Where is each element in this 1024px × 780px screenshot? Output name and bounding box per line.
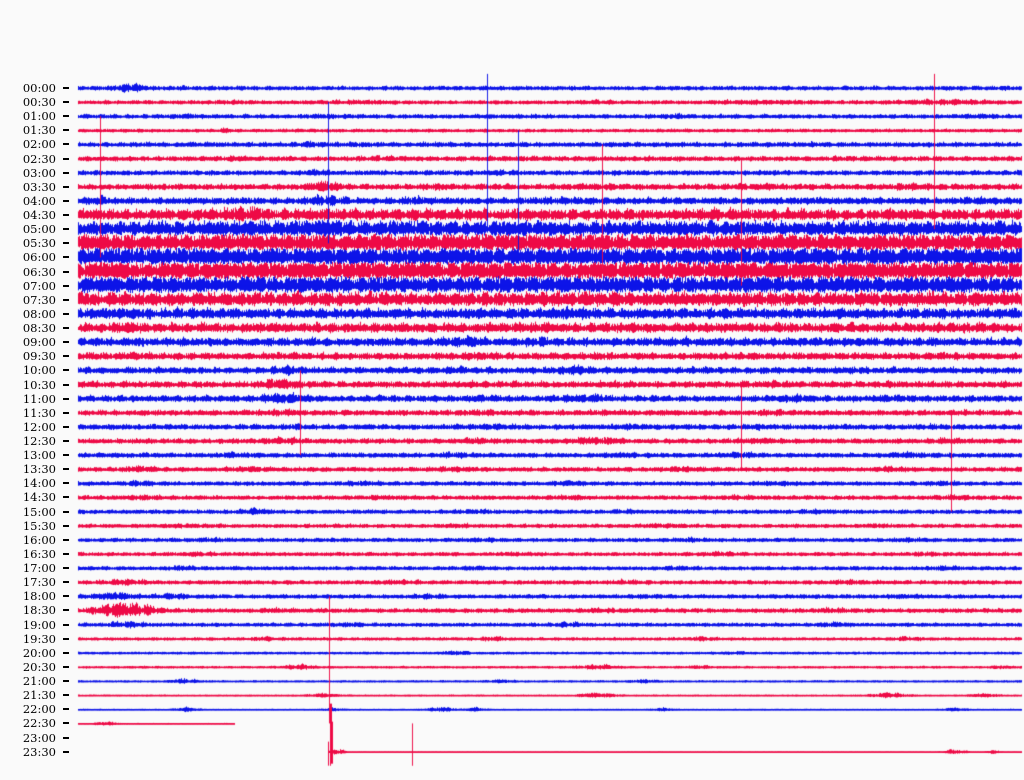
time-label-0330: 03:30 <box>22 179 56 194</box>
axis-tick <box>63 736 69 739</box>
axis-tick <box>63 454 69 457</box>
axis-tick <box>63 157 69 160</box>
time-label-0200: 02:00 <box>22 137 56 152</box>
axis-tick <box>63 242 69 245</box>
time-label-1930: 19:30 <box>22 631 56 646</box>
time-label-1000: 10:00 <box>22 363 56 378</box>
time-label-1400: 14:00 <box>22 476 56 491</box>
time-label-0430: 04:30 <box>22 208 56 223</box>
time-label-2130: 21:30 <box>22 688 56 703</box>
time-label-1500: 15:00 <box>22 504 56 519</box>
axis-tick <box>63 199 69 202</box>
time-label-0300: 03:00 <box>22 165 56 180</box>
time-label-1230: 12:30 <box>22 434 56 448</box>
axis-tick <box>63 680 69 683</box>
time-label-0830: 08:30 <box>22 321 56 336</box>
time-label-1600: 16:00 <box>22 532 56 547</box>
axis-tick <box>63 270 69 273</box>
time-label-0600: 06:00 <box>22 250 56 265</box>
axis-tick <box>63 397 69 400</box>
time-label-0130: 01:30 <box>22 123 56 138</box>
time-label-0530: 05:30 <box>22 236 56 251</box>
axis-tick <box>63 524 69 527</box>
axis-tick <box>63 651 69 654</box>
time-label-0630: 06:30 <box>22 264 56 279</box>
time-label-1330: 13:30 <box>22 462 56 477</box>
time-label-0030: 00:30 <box>22 95 56 110</box>
time-label-0730: 07:30 <box>22 292 56 307</box>
axis-tick <box>63 694 69 697</box>
axis-tick <box>63 185 69 188</box>
axis-tick <box>63 411 69 414</box>
time-label-2000: 20:00 <box>22 645 56 660</box>
axis-tick <box>63 482 69 485</box>
time-label-2100: 21:00 <box>22 674 56 689</box>
time-label-1730: 17:30 <box>22 575 56 590</box>
time-label-1030: 10:30 <box>22 377 56 392</box>
axis-tick <box>63 115 69 118</box>
time-label-0000: 00:00 <box>22 81 56 95</box>
axis-tick <box>63 665 69 668</box>
axis-tick <box>63 256 69 259</box>
axis-tick <box>63 383 69 386</box>
axis-tick <box>63 214 69 217</box>
time-label-1100: 11:00 <box>22 391 56 406</box>
time-label-2330: 23:30 <box>22 744 56 759</box>
axis-tick <box>63 101 69 104</box>
time-label-1900: 19:00 <box>22 617 56 632</box>
time-label-0500: 05:00 <box>22 222 56 237</box>
time-label-1430: 14:30 <box>22 490 56 505</box>
axis-tick <box>63 496 69 499</box>
axis-tick <box>63 637 69 640</box>
axis-tick <box>63 341 69 344</box>
axis-tick <box>63 581 69 584</box>
axis-tick <box>63 595 69 598</box>
axis-tick <box>63 440 69 442</box>
axis-tick <box>63 171 69 174</box>
axis-tick <box>63 87 69 89</box>
axis-tick <box>63 129 69 132</box>
time-label-0400: 04:00 <box>22 193 56 208</box>
axis-tick <box>63 468 69 471</box>
time-label-1300: 13:00 <box>22 448 56 463</box>
axis-tick <box>63 538 69 541</box>
time-label-1630: 16:30 <box>22 546 56 561</box>
axis-tick <box>63 722 69 725</box>
time-label-1700: 17:00 <box>22 561 56 576</box>
time-label-2200: 22:00 <box>22 702 56 717</box>
time-label-2300: 23:00 <box>22 730 56 745</box>
time-label-0100: 01:00 <box>22 109 56 124</box>
axis-tick <box>63 750 69 753</box>
axis-tick <box>63 312 69 315</box>
time-label-2030: 20:30 <box>22 659 56 674</box>
time-label-1530: 15:30 <box>22 518 56 533</box>
axis-tick <box>63 623 69 626</box>
axis-tick <box>63 284 69 287</box>
time-label-1200: 12:00 <box>22 419 56 434</box>
axis-tick <box>63 552 69 555</box>
time-label-0900: 09:00 <box>22 335 56 350</box>
time-label-0930: 09:30 <box>22 349 56 364</box>
axis-tick <box>63 355 69 358</box>
time-label-1130: 11:30 <box>22 405 56 420</box>
axis-tick <box>63 143 69 146</box>
axis-tick <box>63 425 69 428</box>
time-label-1800: 18:00 <box>22 589 56 604</box>
axis-tick <box>63 298 69 301</box>
axis-tick <box>63 228 69 231</box>
time-label-0230: 02:30 <box>22 151 56 166</box>
axis-tick <box>63 567 69 570</box>
axis-tick <box>63 510 69 513</box>
time-label-0800: 08:00 <box>22 306 56 321</box>
axis-tick <box>63 609 69 612</box>
axis-tick <box>63 369 69 372</box>
axis-tick <box>63 327 69 330</box>
time-label-0700: 07:00 <box>22 278 56 293</box>
time-label-2230: 22:30 <box>22 716 56 731</box>
time-label-1830: 18:30 <box>22 603 56 618</box>
axis-tick <box>63 708 69 711</box>
